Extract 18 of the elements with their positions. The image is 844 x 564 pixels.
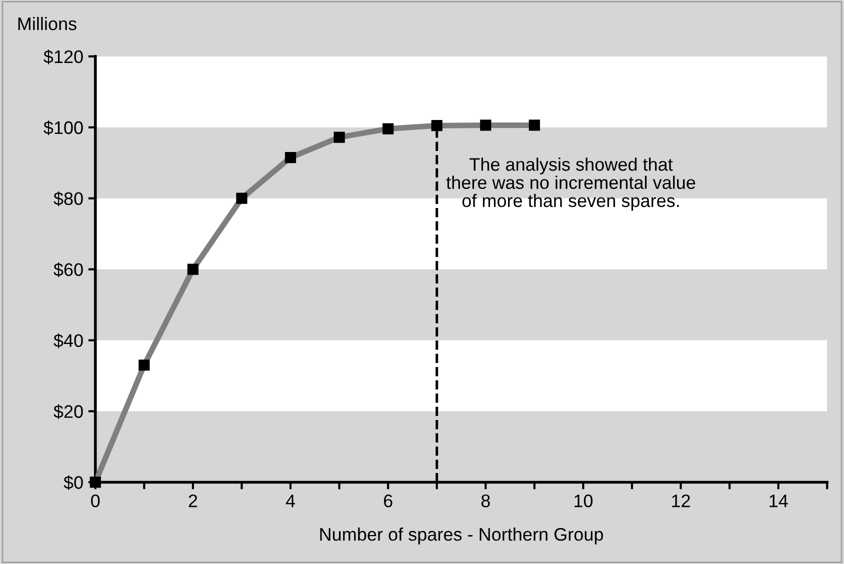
- x-tick-label: 6: [384, 494, 392, 508]
- x-tick-label: 0: [91, 494, 100, 508]
- x-tick-label: 4: [286, 494, 295, 508]
- x-tick-label: 8: [481, 494, 490, 508]
- y-axis-title: Millions: [18, 16, 76, 30]
- x-tick-label: 2: [188, 494, 198, 508]
- x-axis-title: Number of spares - Northern Group: [320, 528, 603, 544]
- annotation: The analysis showed that there was no incremental value of more than seven spares.: [446, 158, 696, 211]
- y-tick-label: $0: [64, 475, 83, 490]
- x-tick-label: 12: [672, 494, 690, 508]
- y-tick-label: $100: [44, 120, 83, 136]
- x-tick-label: 14: [770, 494, 788, 508]
- y-tick-label: $20: [54, 404, 83, 420]
- y-tick-label: $120: [44, 50, 83, 64]
- y-tick-label: $40: [54, 333, 83, 348]
- y-tick-label: $80: [54, 192, 83, 206]
- y-tick-label: $60: [54, 262, 83, 278]
- x-tick-label: 10: [574, 494, 593, 508]
